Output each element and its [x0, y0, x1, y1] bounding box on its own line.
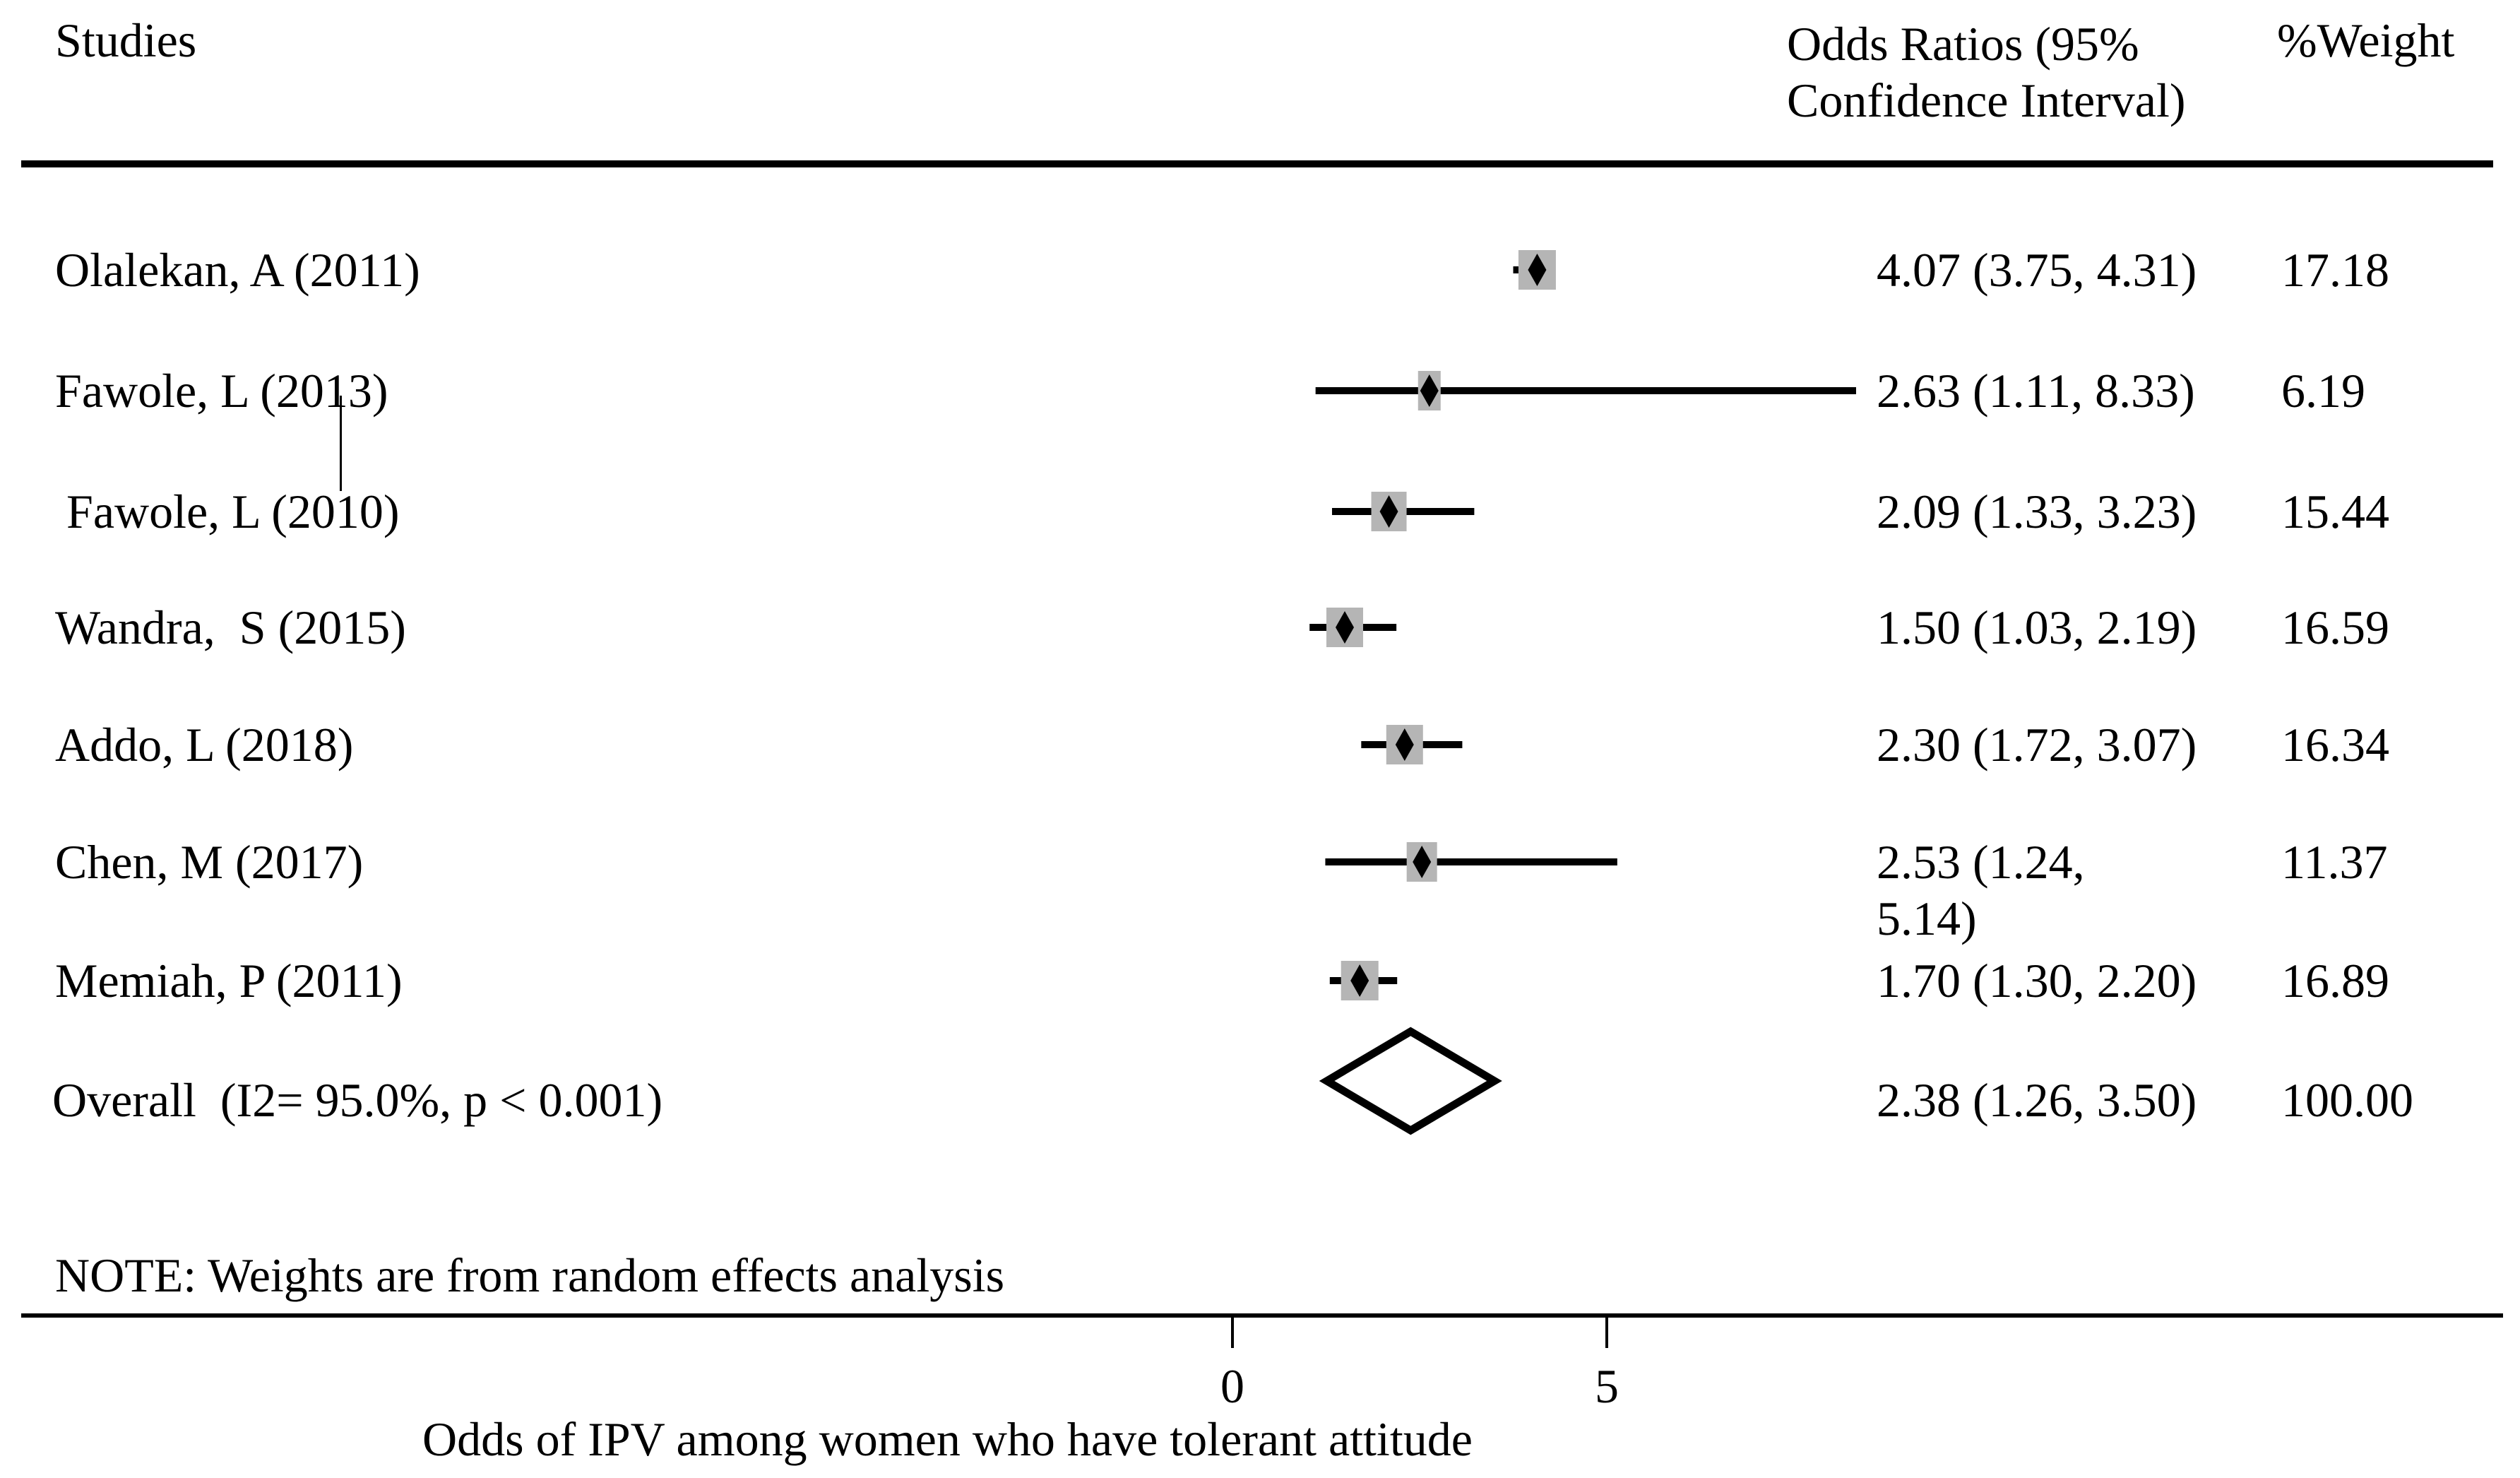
study-label: Chen, M (2017)	[55, 835, 364, 889]
point-estimate-diamond	[1420, 374, 1439, 407]
or-ci-value: 2.53 (1.24,	[1877, 835, 2085, 889]
column-header-studies: Studies	[55, 13, 197, 67]
header-rule	[21, 160, 2493, 167]
weight-value: 6.19	[2281, 364, 2365, 418]
axis-rule	[21, 1313, 2503, 1318]
study-label: Memiah, P (2011)	[55, 954, 403, 1007]
overall-diamond	[1319, 1027, 1502, 1135]
or-ci-value: 1.70 (1.30, 2.20)	[1877, 954, 2197, 1007]
point-estimate-diamond	[1336, 611, 1354, 644]
overall-or-ci-value: 2.38 (1.26, 3.50)	[1877, 1073, 2197, 1127]
note-text: NOTE: Weights are from random effects an…	[55, 1248, 1005, 1302]
weight-value: 16.34	[2281, 718, 2389, 771]
or-ci-value: 1.50 (1.03, 2.19)	[1877, 601, 2197, 654]
or-ci-value: 4.07 (3.75, 4.31)	[1877, 243, 2197, 297]
or-ci-value: 2.63 (1.11, 8.33)	[1877, 364, 2195, 418]
overall-label: Overall (I2= 95.0%, p < 0.001)	[52, 1073, 663, 1127]
axis-tick	[1231, 1316, 1234, 1348]
weight-value: 16.89	[2281, 954, 2389, 1007]
study-label: Fawole, L (2013)	[55, 364, 388, 418]
study-label: Olalekan, A (2011)	[55, 243, 420, 297]
ci-line	[1315, 387, 1856, 394]
axis-tick	[1605, 1316, 1608, 1348]
or-ci-value: 2.30 (1.72, 3.07)	[1877, 718, 2197, 771]
point-estimate-diamond	[1528, 254, 1547, 286]
column-header-weight: %Weight	[2277, 13, 2455, 67]
axis-tick-label: 0	[1220, 1359, 1244, 1413]
column-header-odds-ratios: Odds Ratios (95% Confidence Interval)	[1787, 17, 2186, 127]
point-estimate-diamond	[1413, 846, 1432, 878]
weight-value: 16.59	[2281, 601, 2389, 654]
point-estimate-diamond	[1379, 495, 1398, 528]
or-ci-value: 2.09 (1.33, 3.23)	[1877, 485, 2197, 538]
study-label: Fawole, L (2010)	[66, 485, 400, 538]
overall-weight-value: 100.00	[2281, 1073, 2413, 1127]
or-ci-value: 5.14)	[1877, 892, 1977, 945]
axis-tick-label: 5	[1595, 1359, 1619, 1413]
point-estimate-diamond	[1395, 728, 1414, 761]
weight-value: 15.44	[2281, 485, 2389, 538]
ci-line	[1325, 858, 1617, 865]
study-label: Addo, L (2018)	[55, 718, 354, 771]
x-axis-label: Odds of IPV among women who have toleran…	[422, 1412, 1473, 1466]
weight-value: 11.37	[2281, 835, 2388, 889]
point-estimate-diamond	[1350, 964, 1369, 997]
study-label: Wandra, S (2015)	[55, 601, 406, 654]
weight-value: 17.18	[2281, 243, 2389, 297]
stray-vertical-line	[340, 396, 342, 491]
